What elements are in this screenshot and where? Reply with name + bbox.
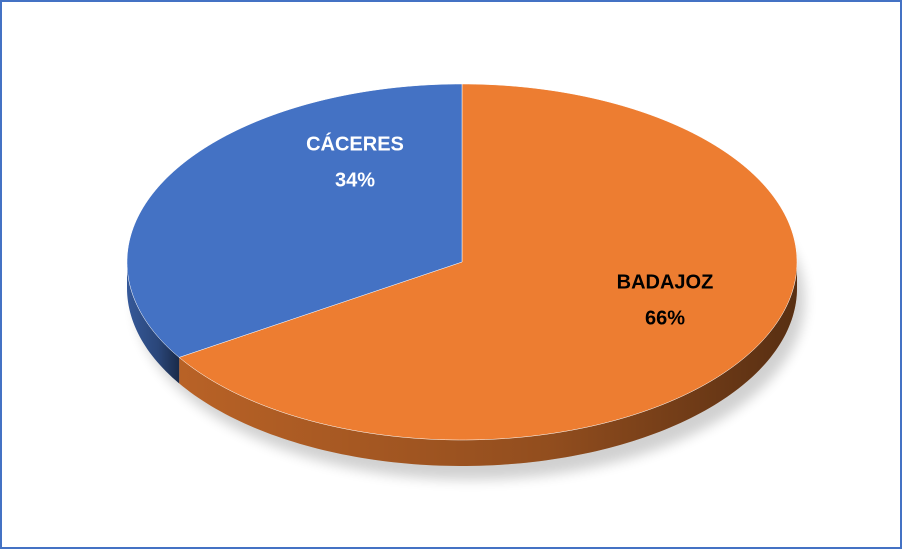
value-label: 66% <box>645 307 685 329</box>
slice-side-shade <box>179 262 797 466</box>
slice <box>126 83 463 358</box>
slice-side-shade <box>127 262 180 384</box>
pie <box>126 83 798 466</box>
slice <box>178 83 798 441</box>
category-label: CÁCERES <box>306 132 404 155</box>
category-label: BADAJOZ <box>617 271 714 293</box>
value-label: 34% <box>335 169 375 191</box>
